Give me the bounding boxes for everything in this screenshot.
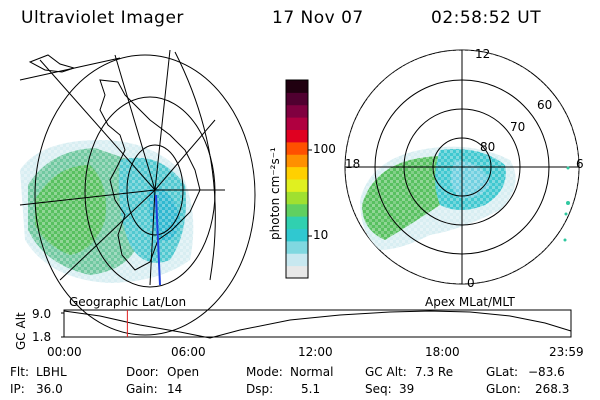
- glon-label: GLon:: [486, 382, 521, 396]
- colorbar-tick-100: 100: [313, 142, 336, 156]
- mlt-label-0: 0: [467, 276, 475, 290]
- altitude-plot: [61, 309, 572, 339]
- mlt-label-12: 12: [475, 47, 491, 61]
- seq-value: 39: [399, 382, 415, 396]
- gcalt-value: 7.3 Re: [415, 365, 454, 379]
- colorbar-band: [286, 216, 308, 229]
- colorbar: [286, 80, 308, 279]
- dsp-label: Dsp:: [246, 382, 274, 396]
- glat-label: GLat:: [486, 365, 519, 379]
- flt-label: Flt:: [10, 365, 29, 379]
- colorbar-band: [286, 141, 308, 155]
- colorbar-band: [286, 179, 308, 192]
- colorbar-band: [286, 166, 308, 180]
- dsp-value: 5.1: [301, 382, 321, 396]
- colorbar-band: [286, 265, 308, 279]
- xtick-0000: 00:00: [47, 345, 82, 359]
- colorbar-band: [286, 253, 308, 267]
- door-value: Open: [167, 365, 200, 379]
- flt-value: LBHL: [36, 365, 67, 379]
- colorbar-band: [286, 104, 308, 118]
- ip-value: 36.0: [36, 382, 63, 396]
- mode-value: Normal: [290, 365, 334, 379]
- gain-value: 14: [167, 382, 183, 396]
- polar-plot: [344, 49, 580, 285]
- colorbar-band: [286, 191, 308, 205]
- xtick-1800: 18:00: [425, 345, 460, 359]
- colorbar-band: [286, 228, 308, 242]
- xtick-1200: 12:00: [298, 345, 333, 359]
- meridians: [19, 49, 225, 286]
- gain-label: Gain:: [126, 382, 158, 396]
- colorbar-unit-label: photon cm⁻²s⁻¹: [268, 147, 282, 240]
- xtick-0600: 06:00: [171, 345, 206, 359]
- glon-value: 268.3: [535, 382, 570, 396]
- colorbar-band: [286, 92, 308, 106]
- mlat-label-80: 80: [480, 140, 496, 154]
- aurora-image-right: [345, 50, 579, 284]
- colorbar-band: [286, 154, 308, 168]
- stray-points: [563, 166, 570, 242]
- geographic-map-label: Geographic Lat/Lon: [69, 295, 187, 309]
- xtick-2359: 23:59: [549, 345, 584, 359]
- mlt-label-6: 6: [576, 157, 584, 171]
- mode-label: Mode:: [246, 365, 283, 379]
- app-title: Ultraviolet Imager: [21, 8, 184, 28]
- mlt-label-18: 18: [345, 157, 361, 171]
- gcalt-label: GC Alt:: [365, 365, 407, 379]
- colorbar-band: [286, 203, 308, 217]
- south-america-tip: [28, 54, 76, 73]
- mlat-label-60: 60: [537, 98, 553, 112]
- geographic-map: [19, 49, 256, 336]
- seq-label: Seq:: [365, 382, 392, 396]
- colorbar-band: [286, 240, 308, 254]
- time-label: 02:58:52 UT: [431, 8, 542, 28]
- altitude-ytick-max: 9.0: [32, 307, 52, 321]
- coastline: [99, 79, 201, 271]
- altitude-ytick-min: 1.8: [32, 330, 52, 344]
- colorbar-tick-10: 10: [313, 228, 329, 242]
- glat-value: −83.6: [528, 365, 565, 379]
- apex-map-label: Apex MLat/MLT: [425, 295, 515, 309]
- altitude-ylabel: GC Alt: [14, 312, 28, 350]
- door-label: Door:: [126, 365, 159, 379]
- ground-track: [155, 194, 161, 286]
- ip-label: IP:: [10, 382, 25, 396]
- colorbar-band: [286, 117, 308, 130]
- colorbar-band: [286, 80, 308, 93]
- date-label: 17 Nov 07: [272, 8, 364, 28]
- mlat-label-70: 70: [510, 120, 526, 134]
- colorbar-band: [286, 129, 308, 143]
- altitude-curve: [63, 310, 572, 339]
